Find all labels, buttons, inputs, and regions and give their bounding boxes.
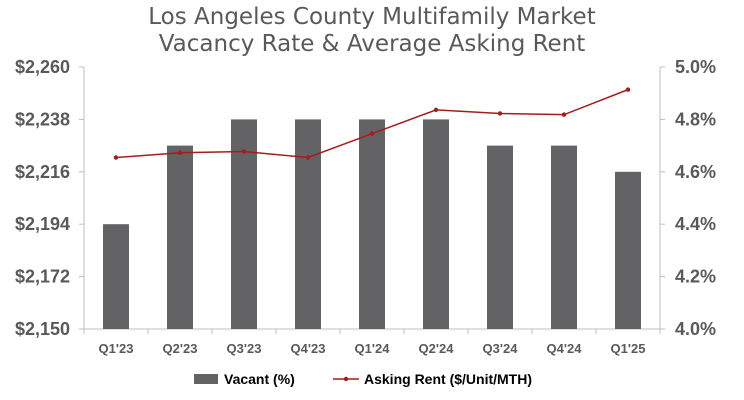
bar: [551, 145, 577, 329]
x-tick-label: Q2'24: [419, 341, 455, 356]
x-tick-label: Q4'23: [291, 341, 326, 356]
legend-line-marker: [343, 376, 349, 382]
line-point: [369, 131, 375, 136]
line-point: [561, 112, 567, 117]
line-point: [305, 155, 311, 160]
legend-bar-swatch: [194, 374, 218, 384]
x-tick-label: Q1'23: [99, 341, 134, 356]
y-right-tick-label: 4.4%: [675, 214, 716, 234]
y-left-tick-label: $2,238: [15, 109, 70, 129]
bar: [295, 119, 321, 330]
y-right-tick-label: 4.6%: [675, 162, 716, 182]
bar: [167, 145, 193, 329]
y-left-tick-label: $2,172: [15, 267, 70, 287]
y-left-tick-label: $2,150: [15, 319, 70, 339]
legend-line-label: Asking Rent ($/Unit/MTH): [364, 371, 532, 387]
line-point: [177, 150, 183, 155]
line-point: [241, 149, 247, 154]
y-right-tick-label: 5.0%: [675, 57, 716, 77]
line-point: [497, 111, 503, 116]
bar: [487, 145, 513, 329]
line-point: [113, 155, 119, 160]
y-left-tick-label: $2,260: [15, 57, 70, 77]
line-point: [433, 107, 439, 113]
x-tick-label: Q1'24: [355, 341, 391, 356]
legend-bar-label: Vacant (%): [224, 371, 295, 387]
bar: [423, 119, 449, 330]
x-tick-label: Q1'25: [611, 341, 646, 356]
chart-title-line-2: Vacancy Rate & Average Asking Rent: [158, 31, 586, 57]
x-tick-label: Q3'24: [483, 341, 519, 356]
y-left-tick-label: $2,194: [15, 214, 70, 234]
y-left-tick-label: $2,216: [15, 162, 70, 182]
x-tick-label: Q2'23: [163, 341, 198, 356]
line-point: [625, 87, 631, 92]
bar: [103, 224, 129, 329]
y-right-tick-label: 4.0%: [675, 319, 716, 339]
x-tick-label: Q3'23: [227, 341, 262, 356]
chart-title-line-1: Los Angeles County Multifamily Market: [148, 4, 596, 30]
bar: [615, 171, 641, 329]
bar: [231, 119, 257, 330]
y-right-tick-label: 4.8%: [675, 109, 716, 129]
bar: [359, 119, 385, 330]
y-right-tick-label: 4.2%: [675, 267, 716, 287]
x-tick-label: Q4'24: [547, 341, 583, 356]
